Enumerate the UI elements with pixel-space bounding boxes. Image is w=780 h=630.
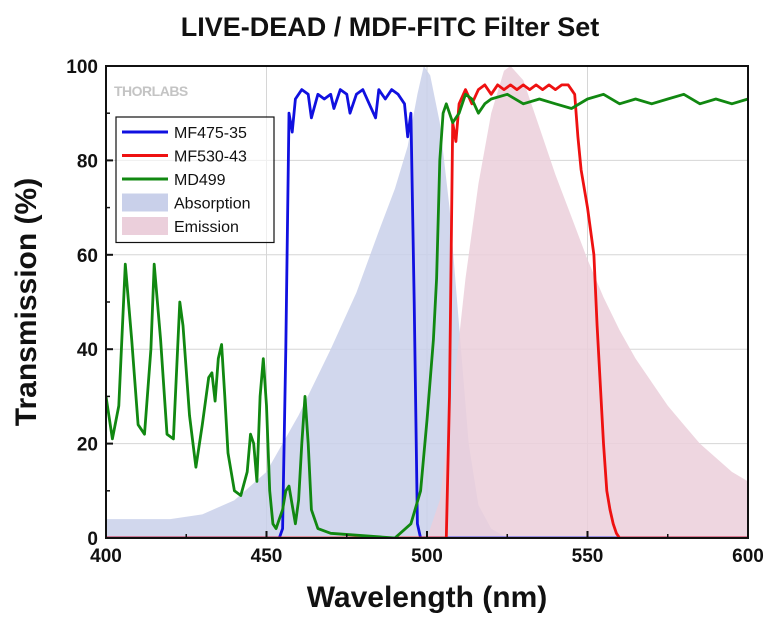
series-layer	[106, 66, 748, 538]
series-line-mf530-43	[106, 83, 748, 538]
x-tick-label: 500	[411, 546, 443, 567]
series-line-md499	[106, 92, 748, 538]
legend-label: MD499	[174, 172, 226, 189]
y-tick-label: 100	[66, 57, 98, 78]
y-tick-label: 60	[77, 246, 98, 267]
y-tick-label: 20	[77, 435, 98, 456]
x-tick-label: 450	[251, 546, 283, 567]
legend-swatch	[122, 193, 168, 212]
series-area-emission	[106, 66, 748, 538]
legend-label: MF530-43	[174, 149, 247, 166]
series-area-absorption	[106, 66, 748, 538]
legend-swatch	[122, 217, 168, 235]
y-axis-title: Transmission (%)	[10, 178, 43, 426]
legend-label: MF475-35	[174, 125, 247, 142]
x-tick-label: 550	[572, 546, 604, 567]
x-tick-label: 400	[90, 546, 122, 567]
y-tick-label: 40	[77, 340, 98, 361]
y-tick-label: 0	[87, 529, 98, 550]
x-tick-label: 600	[732, 546, 764, 567]
series-line-mf475-35	[106, 88, 748, 538]
chart-title: LIVE-DEAD / MDF-FITC Filter Set	[180, 12, 600, 42]
legend-label: Absorption	[174, 196, 251, 213]
legend-label: Emission	[174, 219, 239, 236]
legend: MF475-35 MF530-43 MD499 Absorption Emission	[115, 116, 275, 244]
logo-text: THORLABS	[114, 83, 188, 99]
y-tick-label: 80	[77, 151, 98, 172]
ticks: 400 450 500 550 600 0 20 40 60 80 100	[66, 57, 764, 567]
x-axis-title: Wavelength (nm)	[307, 581, 548, 614]
